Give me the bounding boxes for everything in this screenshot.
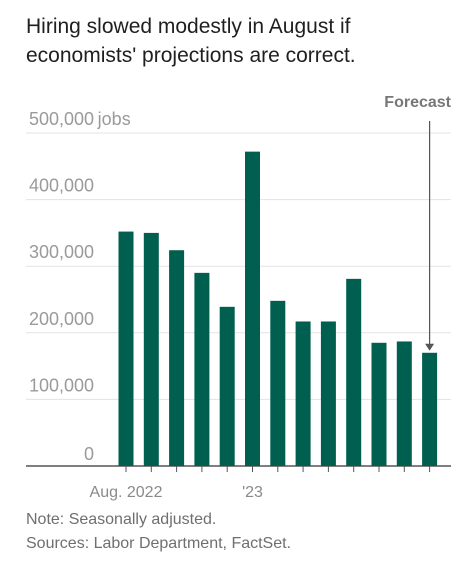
y-tick-labels: 0 100,000 200,000 300,000 400,000 500,000 job… xyxy=(29,109,131,464)
x-tick-label: '23 xyxy=(242,484,263,501)
bar xyxy=(118,231,134,466)
bar xyxy=(371,342,387,466)
bar xyxy=(194,272,210,466)
chart-title: Hiring slowed modestly in August if econ… xyxy=(26,15,356,67)
chart-note: Note: Seasonally adjusted. xyxy=(26,511,217,528)
chart: 0 100,000 200,000 300,000 400,000 500,000 job… xyxy=(26,94,452,501)
x-tick-label: Aug. 2022 xyxy=(90,484,163,501)
y-tick-label: 500,000 jobs xyxy=(29,109,131,129)
bar xyxy=(143,232,159,466)
bar xyxy=(295,321,311,466)
y-tick-label: 400,000 xyxy=(29,176,94,196)
bar xyxy=(346,278,362,466)
x-tick-labels: Aug. 2022 '23 xyxy=(90,484,264,501)
bar xyxy=(219,306,235,466)
bar xyxy=(396,341,412,466)
y-tick-label: 100,000 xyxy=(29,375,94,395)
bar xyxy=(245,151,260,466)
y-tick-label: 200,000 xyxy=(29,309,94,329)
chart-source: Sources: Labor Department, FactSet. xyxy=(26,535,292,552)
y-tick-label: 300,000 xyxy=(29,242,94,262)
chart-footer: Note: Seasonally adjusted. Sources: Labo… xyxy=(26,508,291,556)
bar xyxy=(270,300,286,466)
bar xyxy=(169,250,185,466)
forecast-label: Forecast xyxy=(384,94,451,111)
bar xyxy=(320,321,336,466)
forecast-annotation: Forecast xyxy=(384,94,452,351)
bar xyxy=(422,352,438,466)
forecast-arrowhead xyxy=(425,343,435,351)
bars xyxy=(118,151,438,466)
y-tick-label: 0 xyxy=(84,444,94,464)
